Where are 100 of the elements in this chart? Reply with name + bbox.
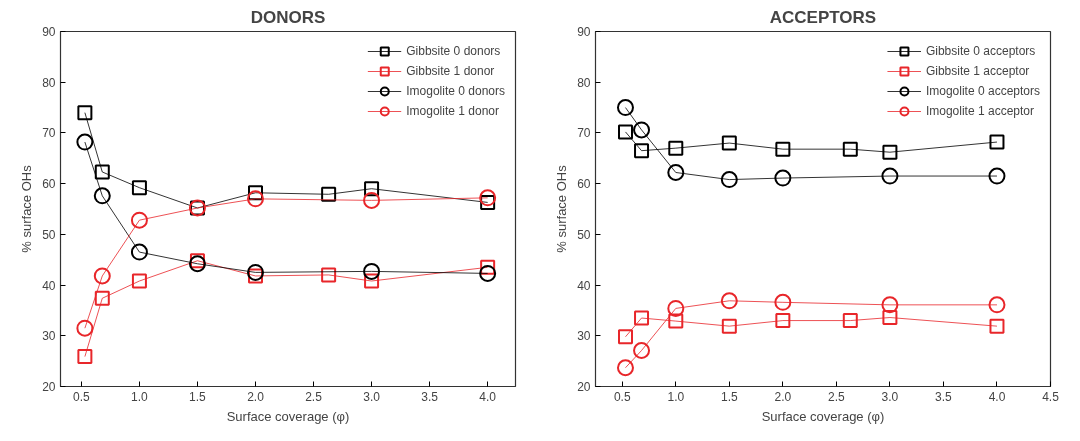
point (668, 313, 684, 329)
y-tick-label: 20 (42, 380, 56, 394)
x-tick-label: 4.0 (479, 389, 497, 404)
point (616, 359, 634, 377)
point (775, 141, 791, 157)
point (93, 267, 111, 285)
y-tick-label: 90 (577, 25, 591, 39)
point (131, 273, 147, 289)
point (989, 318, 1005, 334)
legend-label: Gibbsite 0 donors (406, 43, 501, 60)
y-axis-title: % surface OHs (19, 164, 35, 253)
x-tick-label: 0.5 (73, 389, 91, 404)
x-axis-title: Surface coverage (φ) (226, 408, 350, 424)
legend-label: Imogolite 0 acceptors (925, 83, 1040, 100)
point (76, 319, 94, 337)
x-tick-label: 2.5 (828, 389, 846, 404)
y-tick-label: 80 (42, 75, 56, 90)
x-tick-label: 1.5 (189, 389, 207, 404)
y-tick-label: 70 (42, 126, 56, 141)
x-tick-label: 4.0 (988, 389, 1006, 404)
point (479, 264, 497, 282)
point (988, 296, 1006, 314)
point (94, 164, 110, 180)
legend-label: Gibbsite 1 donor (406, 63, 495, 80)
point (480, 194, 496, 210)
point (720, 292, 738, 310)
x-tick-label: 3.5 (421, 389, 439, 404)
y-tick-label: 20 (577, 380, 591, 394)
point (479, 189, 497, 207)
y-tick-label: 60 (577, 177, 591, 192)
point (775, 313, 791, 329)
point (364, 181, 380, 197)
x-tick-label: 4.5 (1042, 389, 1060, 404)
y-tick-label: 80 (577, 75, 591, 90)
point (248, 268, 263, 284)
point (721, 318, 737, 334)
y-tick-label: 30 (577, 329, 591, 344)
y-tick-label: 50 (42, 227, 56, 242)
y-tick-label: 60 (42, 177, 56, 192)
x-tick-label: 3.0 (881, 389, 899, 404)
x-tick-label: 2.0 (774, 389, 792, 404)
point (247, 263, 264, 281)
point (882, 144, 898, 160)
point (77, 105, 93, 121)
point (668, 140, 684, 156)
y-tick-label: 90 (42, 25, 56, 39)
point (131, 180, 147, 196)
point (364, 273, 380, 289)
point (988, 167, 1006, 185)
chart-title: DONORS (250, 7, 326, 27)
x-tick-label: 0.5 (613, 389, 631, 404)
point (634, 310, 650, 326)
x-axis-title: Surface coverage (φ) (761, 408, 885, 424)
point (363, 191, 381, 209)
point (882, 310, 898, 326)
point (667, 299, 685, 317)
point (321, 186, 337, 202)
x-tick-label: 2.0 (247, 389, 265, 404)
point (130, 211, 148, 229)
point (989, 134, 1005, 150)
y-tick-label: 50 (577, 227, 591, 242)
legend-label: Imogolite 0 donors (406, 83, 505, 100)
point (721, 135, 737, 151)
point (774, 169, 792, 187)
point (842, 313, 858, 329)
point (247, 190, 264, 208)
x-tick-label: 1.0 (131, 389, 149, 404)
point (77, 349, 93, 365)
legend-label: Gibbsite 1 acceptor (925, 63, 1030, 80)
point (363, 262, 381, 280)
legend-label: Gibbsite 0 acceptors (925, 43, 1036, 60)
point (842, 141, 858, 157)
point (881, 296, 899, 314)
point (189, 253, 205, 269)
point (130, 243, 148, 261)
y-tick-label: 40 (577, 278, 591, 293)
point (188, 255, 206, 273)
point (321, 267, 337, 283)
point (633, 121, 651, 139)
point (616, 99, 634, 117)
point (634, 143, 650, 159)
y-tick-label: 30 (42, 329, 56, 344)
point (248, 185, 263, 201)
point (93, 187, 111, 205)
y-tick-label: 40 (42, 278, 56, 293)
x-tick-label: 1.0 (667, 389, 685, 404)
point (94, 290, 110, 306)
y-axis-title: % surface OHs (554, 164, 570, 253)
x-tick-label: 2.5 (305, 389, 323, 404)
point (480, 259, 496, 275)
point (720, 171, 738, 189)
point (617, 124, 633, 140)
point (633, 342, 651, 359)
legend-label: Imogolite 1 donor (406, 103, 499, 120)
point (617, 329, 633, 345)
x-tick-label: 3.0 (363, 389, 381, 404)
x-tick-label: 1.5 (720, 389, 738, 404)
point (667, 164, 685, 181)
y-tick-label: 70 (577, 126, 591, 141)
point (774, 293, 792, 311)
